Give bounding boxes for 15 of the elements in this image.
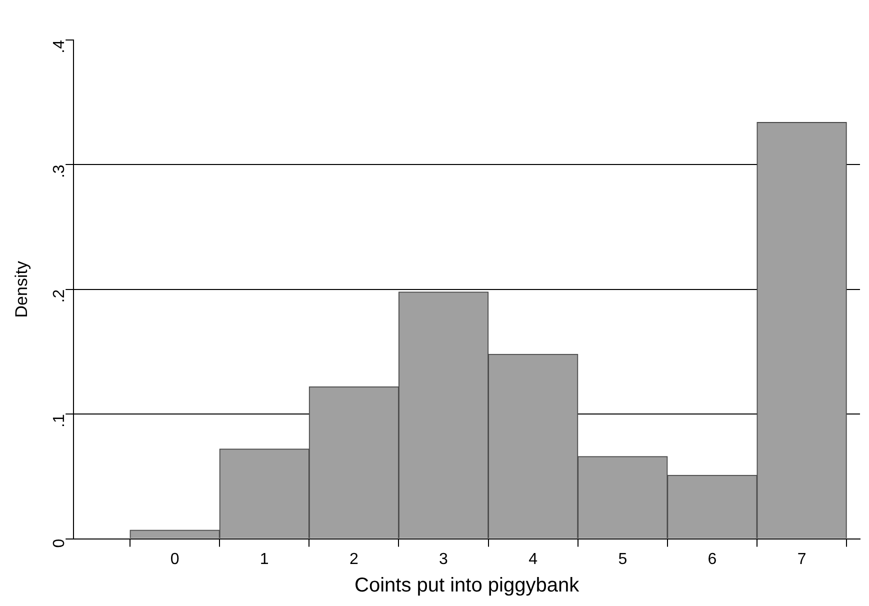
x-tick-label: 7 (797, 550, 806, 568)
y-tick-label: .1 (51, 414, 68, 428)
x-tick-label: 0 (170, 550, 180, 568)
x-tick-label: 3 (439, 550, 448, 568)
x-tick-label: 6 (708, 550, 717, 568)
y-tick-label: .3 (51, 164, 68, 178)
x-axis-title: Coints put into piggybank (354, 574, 580, 597)
x-tick-label: 2 (349, 550, 358, 568)
x-tick-label: 5 (618, 550, 628, 568)
y-tick-label: .2 (51, 289, 68, 303)
y-axis-title: Density (12, 260, 31, 318)
y-tick-label: .4 (51, 40, 68, 54)
x-tick-label: 4 (528, 550, 538, 568)
x-tick-label: 1 (260, 550, 269, 568)
y-tick-label: 0 (51, 538, 68, 548)
